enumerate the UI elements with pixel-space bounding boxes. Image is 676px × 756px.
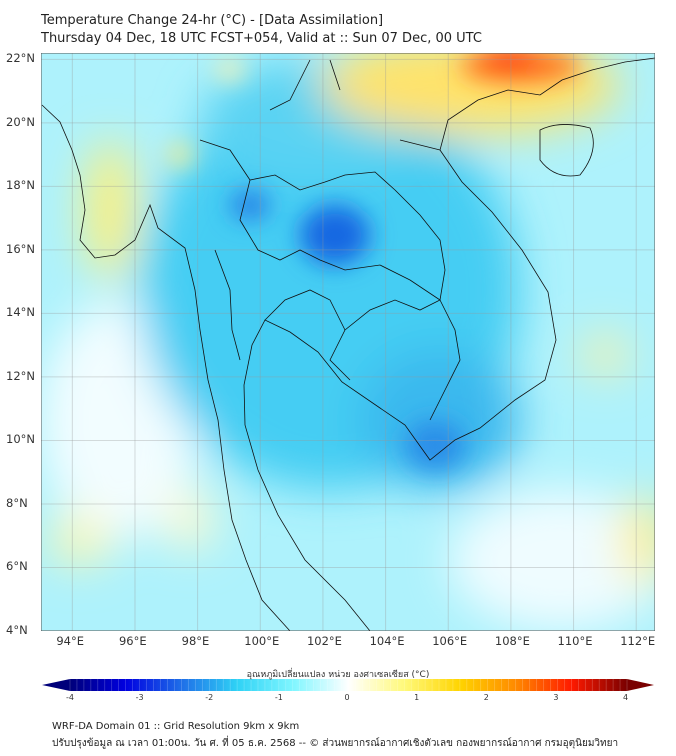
lat-label: 4°N	[6, 623, 28, 637]
graticule	[41, 53, 655, 631]
chart-subtitle: Thursday 04 Dec, 18 UTC FCST+054, Valid …	[41, 31, 482, 46]
lat-label: 20°N	[6, 114, 35, 129]
colorbar-tick-label: 3	[553, 693, 559, 702]
colorbar-tick-label: 2	[483, 693, 489, 702]
lat-label: 12°N	[6, 368, 35, 383]
colorbar-tick-label: 1	[414, 693, 420, 702]
lon-label: 108°E	[494, 634, 530, 648]
lat-label: 18°N	[6, 178, 35, 193]
colorbar-max-arrow	[627, 679, 654, 691]
colorbar-gradient	[70, 679, 627, 691]
lon-label: 98°E	[181, 634, 210, 648]
colorbar-tick-label: -1	[274, 693, 283, 702]
colorbar-tick-label: -4	[66, 693, 74, 702]
colorbar-tick-label: 0	[344, 693, 350, 702]
lat-label: 10°N	[6, 432, 35, 447]
colorbar-tick-label: -2	[205, 693, 214, 702]
coastlines-and-borders	[41, 57, 655, 631]
colorbar-tick-label: -3	[135, 693, 144, 702]
lon-label: 112°E	[620, 634, 656, 648]
temperature-field	[41, 53, 655, 631]
footer-model-info: WRF-DA Domain 01 :: Grid Resolution 9km …	[52, 721, 300, 732]
lat-label: 16°N	[6, 241, 35, 256]
lon-label: 106°E	[432, 634, 468, 648]
lon-label: 100°E	[244, 634, 280, 648]
footer-credit: ปรับปรุงข้อมูล ณ เวลา 01:00น. วัน ศ. ที่…	[52, 738, 619, 749]
lat-label: 22°N	[6, 51, 35, 66]
lon-label: 104°E	[369, 634, 405, 648]
lon-label: 110°E	[557, 634, 593, 648]
lon-label: 102°E	[306, 634, 342, 648]
lat-label: 8°N	[6, 495, 28, 510]
lat-label: 14°N	[6, 305, 35, 320]
lon-label: 94°E	[56, 634, 84, 648]
chart-title: Temperature Change 24-hr (°C) - [Data As…	[41, 13, 384, 28]
colorbar-tick-label: 4	[623, 693, 629, 702]
lat-label: 6°N	[6, 559, 28, 574]
colorbar-label: อุณหภูมิเปลี่ยนแปลง หน่วย องศาเซลเซียส (…	[246, 670, 430, 680]
lon-label: 96°E	[118, 634, 147, 648]
colorbar-min-arrow	[42, 679, 70, 691]
colorbar	[42, 679, 654, 691]
